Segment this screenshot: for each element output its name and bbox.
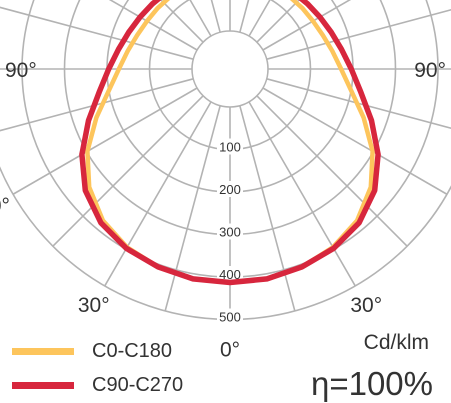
grid-spoke xyxy=(108,0,198,51)
grid-spoke xyxy=(164,105,221,312)
angle-axis-labels: 90°60°30°0°30°60°90° xyxy=(0,59,451,362)
grid-spoke xyxy=(266,8,451,60)
radial-axis-labels: 100 200 300 400 500 xyxy=(217,138,243,325)
legend-swatch-c0-c180 xyxy=(12,348,74,355)
grid-spoke xyxy=(0,78,194,132)
radial-tick-label: 500 xyxy=(219,310,241,325)
angle-tick-label: 90° xyxy=(5,59,37,82)
radial-label-bg xyxy=(217,308,243,325)
grid-spoke xyxy=(266,78,451,130)
grid-spoke xyxy=(159,0,204,43)
unit-label: Cd/klm xyxy=(363,331,429,354)
grid-spoke xyxy=(189,0,212,37)
radial-label-bg xyxy=(217,181,243,197)
angle-tick-label: 30° xyxy=(350,294,382,317)
grid-spoke xyxy=(0,6,194,60)
grid-spoke xyxy=(12,87,198,195)
angle-tick-label: 60° xyxy=(0,194,10,217)
series-curve-c90-c270 xyxy=(79,0,381,286)
grid-spoke xyxy=(239,105,296,312)
angle-tick-label: 30° xyxy=(78,294,110,317)
angle-tick-label: 90° xyxy=(414,59,446,82)
radial-tick-label: 200 xyxy=(219,182,241,197)
grid-spoke xyxy=(248,101,356,287)
radial-tick-label: 300 xyxy=(219,225,241,240)
grid-spoke xyxy=(52,95,204,247)
grid-spoke xyxy=(248,0,271,37)
radial-label-bg xyxy=(217,266,243,282)
legend-label-c0-c180: C0-C180 xyxy=(92,340,173,362)
grid-spoke xyxy=(256,0,301,43)
radial-label-bg xyxy=(217,223,243,240)
legend-label-c90-c270: C90-C270 xyxy=(92,374,184,396)
intensity-curves xyxy=(79,0,381,286)
radial-label-bg xyxy=(217,138,243,155)
efficiency-label: η=100% xyxy=(310,365,433,402)
series-curve-c0-c180 xyxy=(85,0,375,285)
grid-ring-0 xyxy=(191,30,269,108)
grid-spoke xyxy=(262,87,448,195)
grid-spoke xyxy=(104,101,212,287)
grid-spoke xyxy=(262,0,352,51)
grid-spoke xyxy=(256,95,408,247)
radial-tick-label: 400 xyxy=(219,267,241,282)
angle-tick-label: 0° xyxy=(220,339,240,362)
radial-tick-label: 100 xyxy=(219,140,241,155)
legend-swatch-c90-c270 xyxy=(12,382,74,389)
